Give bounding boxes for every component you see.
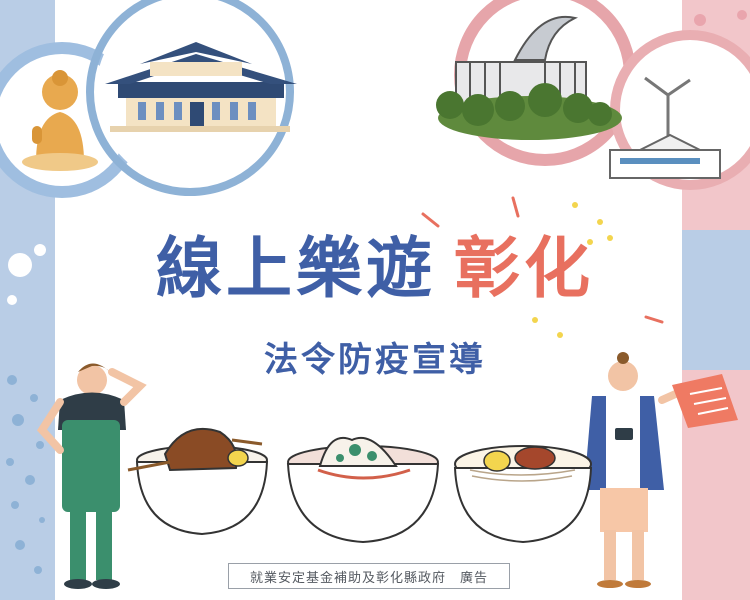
- temple-hall-icon: [105, 42, 297, 132]
- buddha-statue-icon: [22, 70, 98, 171]
- yellow-dots: [532, 202, 613, 338]
- noodle-bowl: [453, 445, 593, 544]
- wind-turbine-icon: [609, 76, 721, 179]
- title-part-2: 彰化: [454, 230, 594, 307]
- top-right-cluster: [436, 0, 750, 190]
- government-building-icon: [436, 15, 622, 140]
- title-part-1: 線上樂遊: [156, 230, 436, 307]
- left-white-bubbles: [7, 244, 46, 305]
- ring-blue-large: [86, 0, 294, 196]
- poster-subtitle: 法令防疫宣導: [264, 340, 486, 380]
- meatball-soup-bowl: [286, 436, 440, 544]
- sponsor-credit-label: 就業安定基金補助及彰化縣政府 廣告: [228, 563, 510, 589]
- title-sparkles: [421, 196, 664, 324]
- braised-pork-rice-bowl: [127, 427, 269, 536]
- poster-title: 線上樂遊 彰化: [0, 236, 750, 302]
- man-tourist-illustration: [584, 352, 738, 588]
- top-left-cluster: [0, 0, 297, 198]
- right-blue-band: [682, 230, 750, 370]
- woman-tourist-illustration: [36, 363, 147, 589]
- left-dots: [6, 375, 45, 574]
- sponsor-credit-text: 就業安定基金補助及彰化縣政府 廣告: [249, 570, 488, 586]
